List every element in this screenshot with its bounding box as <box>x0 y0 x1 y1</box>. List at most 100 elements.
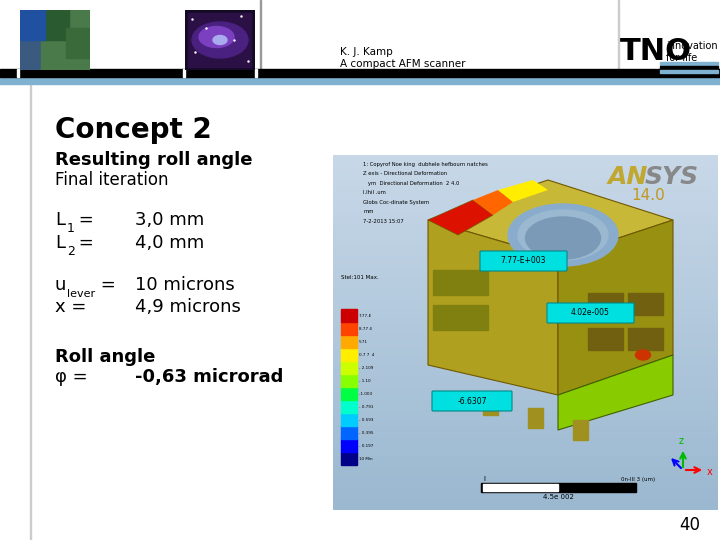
Bar <box>333 279 718 280</box>
Bar <box>333 399 718 400</box>
Bar <box>333 507 718 508</box>
Bar <box>333 455 718 456</box>
Bar <box>333 276 718 277</box>
Bar <box>333 257 718 258</box>
Bar <box>333 484 718 485</box>
Text: l.lhil .um: l.lhil .um <box>363 191 386 195</box>
Bar <box>433 305 488 330</box>
Bar <box>333 348 718 349</box>
Bar <box>333 493 718 494</box>
Bar <box>333 408 718 409</box>
Bar <box>333 203 718 204</box>
Bar <box>333 333 718 334</box>
Bar <box>333 288 718 289</box>
Bar <box>341 335 357 348</box>
Bar <box>333 214 718 215</box>
Bar <box>333 217 718 218</box>
Bar <box>333 310 718 311</box>
Bar <box>333 166 718 167</box>
Polygon shape <box>558 220 673 395</box>
Text: -1.003: -1.003 <box>359 392 374 396</box>
Bar <box>30 84 31 540</box>
Bar <box>333 181 718 182</box>
Bar <box>333 341 718 342</box>
Bar <box>333 256 718 257</box>
Text: x: x <box>707 467 713 477</box>
Text: 40: 40 <box>679 516 700 534</box>
Text: - 0.593: - 0.593 <box>359 418 374 422</box>
Bar <box>333 209 718 210</box>
Bar <box>333 346 718 347</box>
Bar <box>333 491 718 492</box>
Bar <box>333 255 718 256</box>
Bar <box>333 442 718 443</box>
Bar <box>41 10 69 40</box>
Bar <box>333 403 718 404</box>
Bar <box>333 292 718 293</box>
Bar <box>333 219 718 220</box>
Bar <box>333 163 718 164</box>
Bar <box>333 435 718 436</box>
Bar <box>333 419 718 420</box>
Bar <box>333 398 718 399</box>
Bar <box>333 271 718 272</box>
Bar <box>341 413 357 426</box>
Bar <box>333 236 718 237</box>
Bar <box>333 227 718 228</box>
Bar <box>333 336 718 337</box>
Bar <box>333 352 718 353</box>
Bar <box>333 495 718 496</box>
Bar <box>333 504 718 505</box>
Bar <box>341 439 357 452</box>
Text: Globs Coc-dinate System: Globs Coc-dinate System <box>363 200 429 205</box>
Bar <box>333 206 718 207</box>
Bar <box>333 328 718 329</box>
Bar <box>333 318 718 319</box>
Bar <box>333 339 718 340</box>
Bar <box>333 374 718 375</box>
Polygon shape <box>428 220 558 395</box>
Bar <box>333 331 718 332</box>
Bar <box>333 179 718 180</box>
Bar <box>333 471 718 472</box>
Bar <box>333 252 718 253</box>
Polygon shape <box>558 355 673 430</box>
Bar <box>333 450 718 451</box>
Bar <box>341 426 357 439</box>
Bar <box>333 307 718 308</box>
Text: 7-2-2013 15:07: 7-2-2013 15:07 <box>363 219 404 224</box>
Bar <box>628 293 663 315</box>
Bar <box>333 391 718 392</box>
Bar <box>333 367 718 368</box>
Bar <box>333 290 718 291</box>
Bar <box>333 390 718 391</box>
Bar <box>333 483 718 484</box>
Text: - 0.791: - 0.791 <box>359 405 374 409</box>
Bar <box>333 379 718 380</box>
Text: -0,63 microrad: -0,63 microrad <box>135 368 284 386</box>
Bar <box>660 62 718 65</box>
Bar <box>333 365 718 366</box>
Bar <box>333 412 718 413</box>
Bar <box>341 413 357 426</box>
Bar <box>333 382 718 383</box>
Bar <box>333 194 718 195</box>
Bar <box>333 210 718 211</box>
Text: 14.0: 14.0 <box>631 188 665 203</box>
Bar <box>333 314 718 315</box>
Bar <box>333 296 718 297</box>
Text: Concept 2: Concept 2 <box>55 116 212 144</box>
Bar <box>333 345 718 346</box>
Bar <box>333 258 718 259</box>
Bar <box>333 171 718 172</box>
Bar <box>333 326 718 327</box>
Bar <box>333 274 718 275</box>
Bar <box>333 186 718 187</box>
Bar <box>333 169 718 170</box>
Bar <box>333 376 718 377</box>
Bar <box>333 396 718 397</box>
Bar <box>333 486 718 487</box>
Bar <box>333 381 718 382</box>
Bar <box>333 337 718 338</box>
Bar <box>333 457 718 458</box>
